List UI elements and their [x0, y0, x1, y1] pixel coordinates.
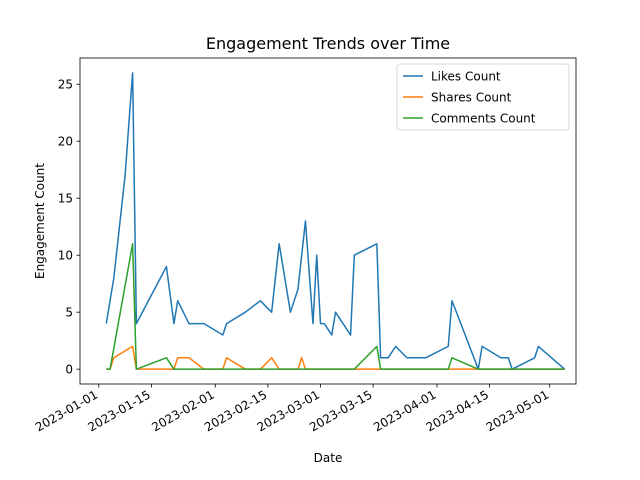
legend-box: [396, 63, 570, 131]
legend: Likes Count Shares Count Comments Count: [396, 63, 570, 131]
y-tick-label: 5: [65, 306, 73, 320]
y-axis-label: Engagement Count: [33, 163, 47, 279]
legend-label: Likes Count: [431, 70, 501, 84]
series-line-comments: [106, 243, 565, 370]
y-axis-ticks: 0 5 10 15 20 25: [58, 78, 80, 377]
y-tick-label: 25: [58, 78, 73, 92]
x-axis-label: Date: [314, 451, 343, 465]
y-tick-label: 15: [58, 192, 73, 206]
chart-title: Engagement Trends over Time: [206, 34, 450, 53]
plot-frame: [79, 57, 577, 385]
y-tick-label: 10: [58, 249, 73, 263]
series-lines: [105, 72, 566, 370]
legend-label: Comments Count: [431, 112, 536, 126]
y-tick-label: 20: [58, 135, 73, 149]
y-tick-label: 0: [65, 363, 73, 377]
series-line-likes: [105, 72, 566, 370]
legend-label: Shares Count: [431, 91, 512, 105]
